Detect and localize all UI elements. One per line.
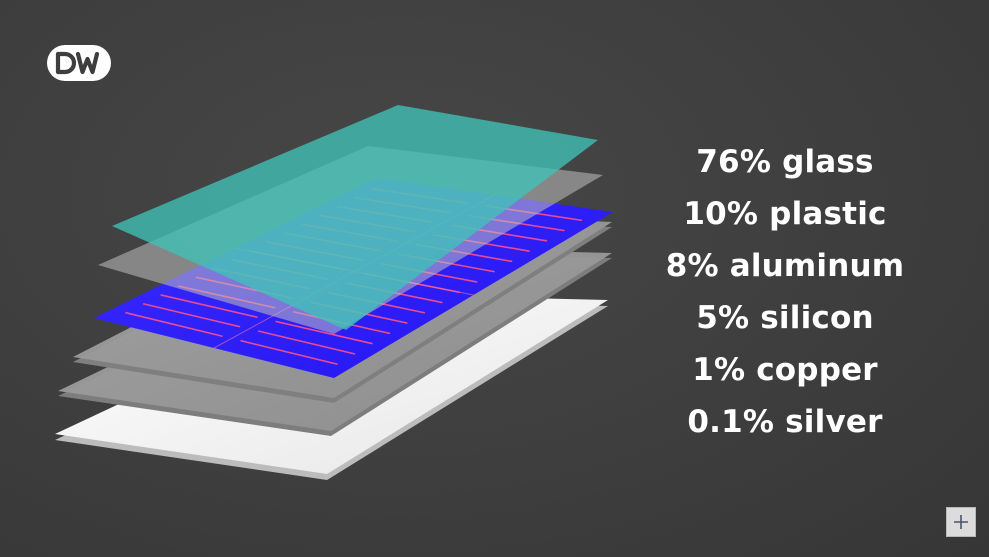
composition-item-aluminum: 8% aluminum (665, 248, 905, 284)
composition-item-copper: 1% copper (692, 352, 878, 388)
dw-logo (47, 45, 111, 81)
cell-stripe (160, 294, 258, 318)
plus-icon (954, 515, 968, 529)
composition-list: 76% glass 10% plastic 8% aluminum 5% sil… (620, 136, 950, 448)
glass-layer (112, 105, 598, 330)
cell-stripe (257, 330, 356, 355)
cell-stripe (240, 339, 338, 365)
cell-stripe (125, 311, 223, 337)
composition-item-silicon: 5% silicon (696, 300, 874, 336)
expand-button[interactable] (946, 507, 976, 537)
composition-item-glass: 76% glass (696, 144, 874, 180)
cell-stripe (275, 320, 373, 345)
composition-item-plastic: 10% plastic (683, 196, 887, 232)
composition-item-silver: 0.1% silver (687, 404, 883, 440)
cell-stripe (142, 303, 241, 328)
